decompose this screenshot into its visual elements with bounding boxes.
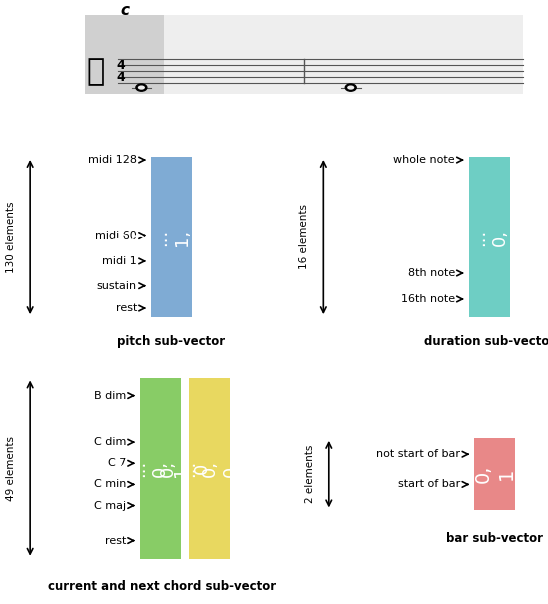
Text: 0,
0
...
1,
0,
0: 0, 0 ... 1, 0, 0 — [110, 228, 232, 246]
Text: 0,
...
0,
1,
0: 0, ... 0, 1, 0 — [110, 460, 211, 477]
Bar — [469, 157, 510, 317]
Text: 0,
...
0,
0,
1: 0, ... 0, 0, 1 — [159, 460, 260, 477]
Text: C maj: C maj — [94, 501, 126, 510]
Bar — [189, 378, 230, 559]
Text: midi 60: midi 60 — [95, 231, 137, 240]
Text: pitch sub-vector: pitch sub-vector — [117, 335, 226, 349]
Text: midi 1: midi 1 — [102, 256, 137, 266]
Text: C 7: C 7 — [107, 458, 126, 468]
Ellipse shape — [345, 84, 356, 91]
Bar — [85, 15, 523, 94]
Text: not start of bar: not start of bar — [376, 449, 460, 459]
Text: rest: rest — [105, 536, 126, 545]
Text: 16 elements: 16 elements — [299, 204, 309, 269]
Ellipse shape — [136, 84, 147, 91]
Text: start of bar: start of bar — [398, 480, 460, 489]
Text: 𝄞: 𝄞 — [87, 57, 105, 86]
Text: 4: 4 — [116, 59, 125, 72]
Text: current and next chord sub-vector: current and next chord sub-vector — [48, 580, 276, 593]
Text: B dim: B dim — [94, 391, 126, 400]
Text: 1,
0
...
0,
0,
0: 1, 0 ... 0, 0, 0 — [428, 228, 548, 246]
Text: whole note: whole note — [393, 155, 455, 165]
Bar — [140, 378, 181, 559]
Ellipse shape — [138, 85, 145, 90]
Bar — [85, 15, 164, 94]
Text: midi 128: midi 128 — [88, 155, 137, 165]
Text: 130 elements: 130 elements — [6, 201, 16, 272]
Bar — [474, 438, 515, 510]
Text: sustain: sustain — [97, 281, 137, 291]
Ellipse shape — [347, 85, 355, 90]
Text: 4: 4 — [116, 71, 125, 84]
Text: 2 elements: 2 elements — [305, 445, 315, 503]
Text: rest: rest — [116, 303, 137, 313]
Bar — [151, 157, 192, 317]
Text: C min: C min — [94, 480, 126, 489]
Text: 16th note: 16th note — [401, 294, 455, 304]
Text: 49 elements: 49 elements — [6, 435, 16, 501]
Text: c: c — [121, 4, 129, 18]
Text: bar sub-vector: bar sub-vector — [446, 532, 544, 545]
Text: duration sub-vector: duration sub-vector — [424, 335, 548, 349]
Text: 8th note: 8th note — [408, 268, 455, 278]
Text: C dim: C dim — [94, 437, 126, 447]
Text: 0,
1: 0, 1 — [473, 465, 516, 483]
